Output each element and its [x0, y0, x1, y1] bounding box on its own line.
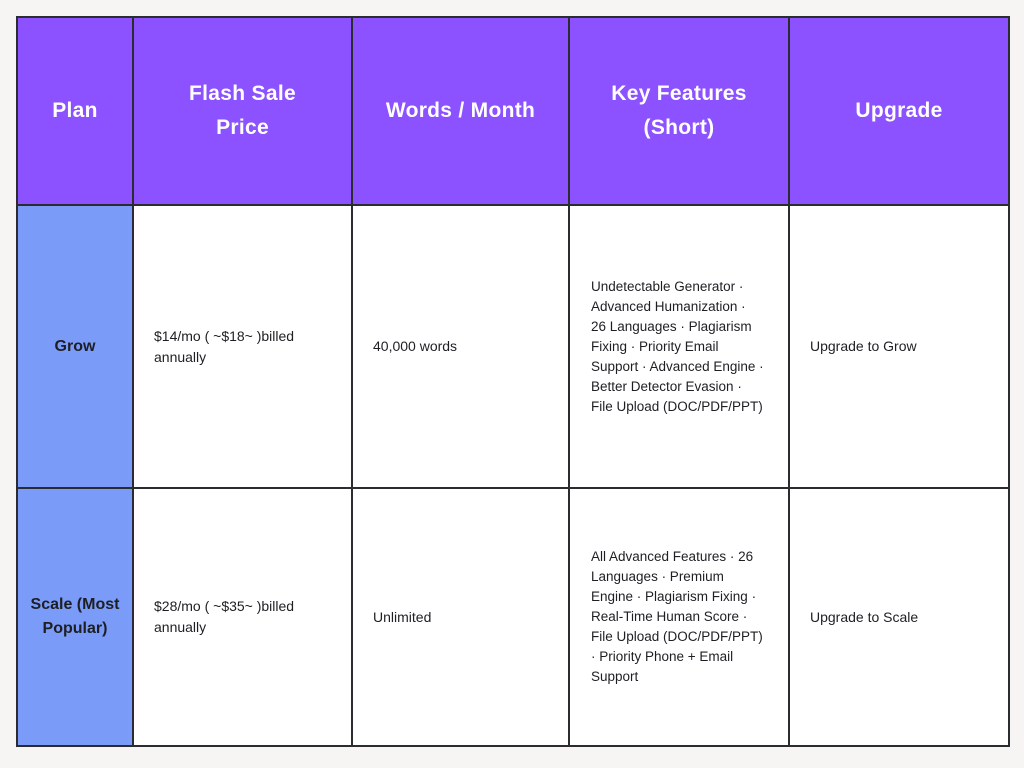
features-scale: All Advanced Features · 26 Languages · P…: [568, 487, 790, 747]
column-header-words-month: Words / Month: [351, 16, 570, 206]
features-grow: Undetectable Generator · Advanced Humani…: [568, 204, 790, 489]
table-row-scale: Scale (Most Popular) $28/mo ( ~$35~ )bil…: [16, 487, 1010, 747]
words-scale: Unlimited: [351, 487, 570, 747]
column-header-key-features: Key Features (Short): [568, 16, 790, 206]
plan-name-grow: Grow: [16, 204, 134, 489]
words-grow: 40,000 words: [351, 204, 570, 489]
column-header-flash-sale-price: Flash Sale Price: [132, 16, 353, 206]
upgrade-to-scale-cell[interactable]: Upgrade to Scale: [788, 487, 1010, 747]
pricing-table: Plan Flash Sale Price Words / Month Key …: [16, 16, 1010, 747]
upgrade-to-grow-cell[interactable]: Upgrade to Grow: [788, 204, 1010, 489]
column-header-plan: Plan: [16, 16, 134, 206]
price-scale: $28/mo ( ~$35~ )billed annually: [132, 487, 353, 747]
table-header-row: Plan Flash Sale Price Words / Month Key …: [16, 16, 1010, 206]
column-header-upgrade: Upgrade: [788, 16, 1010, 206]
table-row-grow: Grow $14/mo ( ~$18~ )billed annually 40,…: [16, 204, 1010, 489]
plan-name-scale: Scale (Most Popular): [16, 487, 134, 747]
price-grow: $14/mo ( ~$18~ )billed annually: [132, 204, 353, 489]
